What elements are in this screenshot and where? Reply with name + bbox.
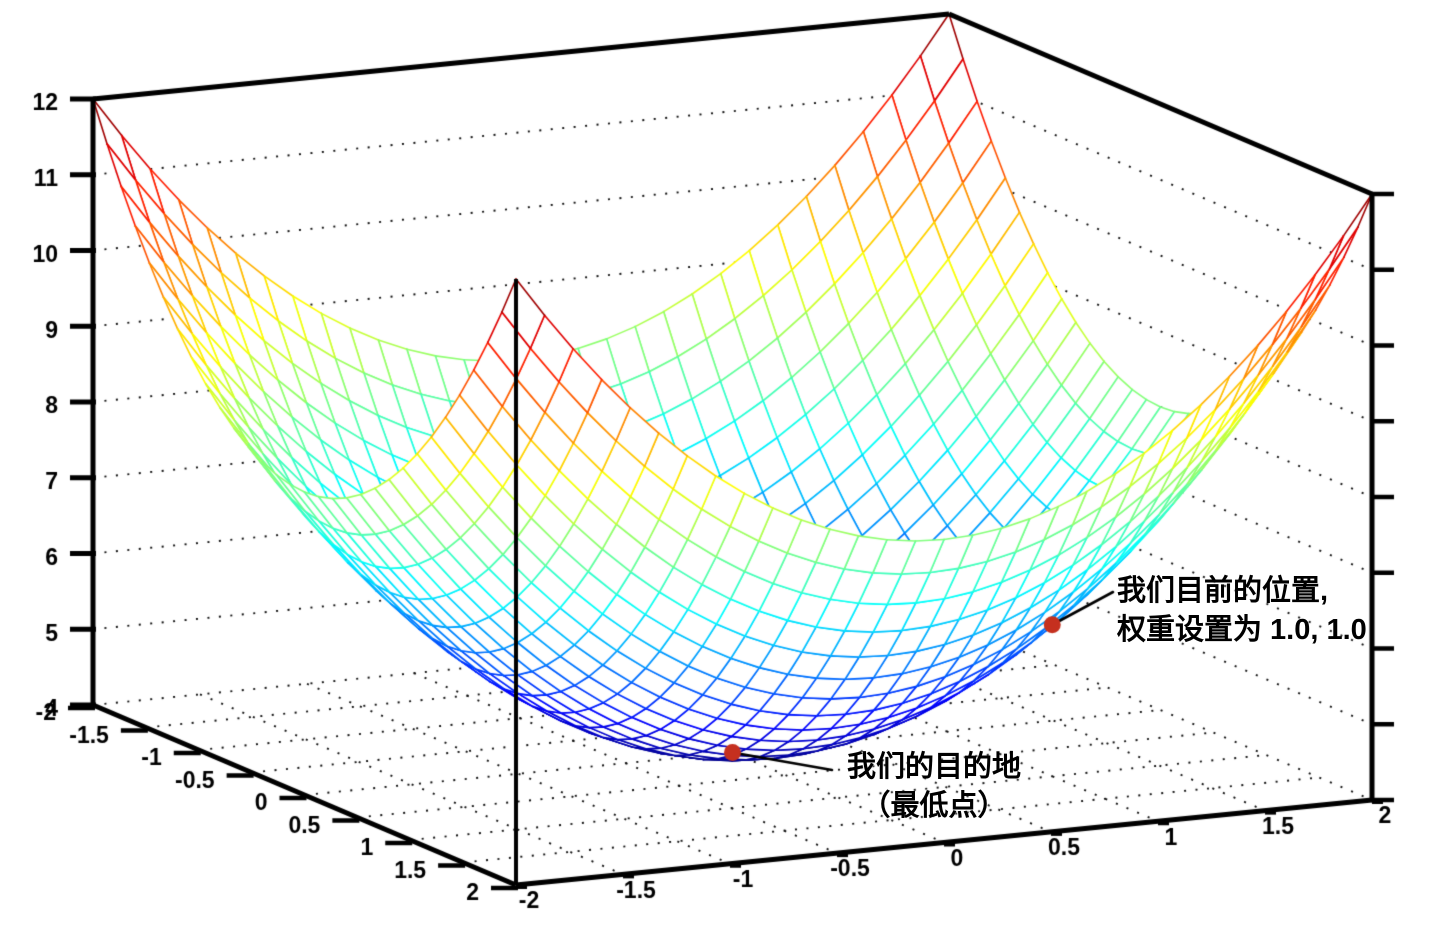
annotation-destination-line2: （最低点） <box>861 790 1007 822</box>
annotation-destination: 我们的目的地 （最低点） <box>847 748 1021 826</box>
annotation-current-position-line1: 我们目前的位置, <box>1117 575 1329 607</box>
annotation-current-position-line2: 权重设置为 1.0, 1.0 <box>1117 614 1367 646</box>
annotation-destination-line1: 我们的目的地 <box>846 751 1022 783</box>
annotation-current-position: 我们目前的位置, 权重设置为 1.0, 1.0 <box>1117 572 1367 650</box>
